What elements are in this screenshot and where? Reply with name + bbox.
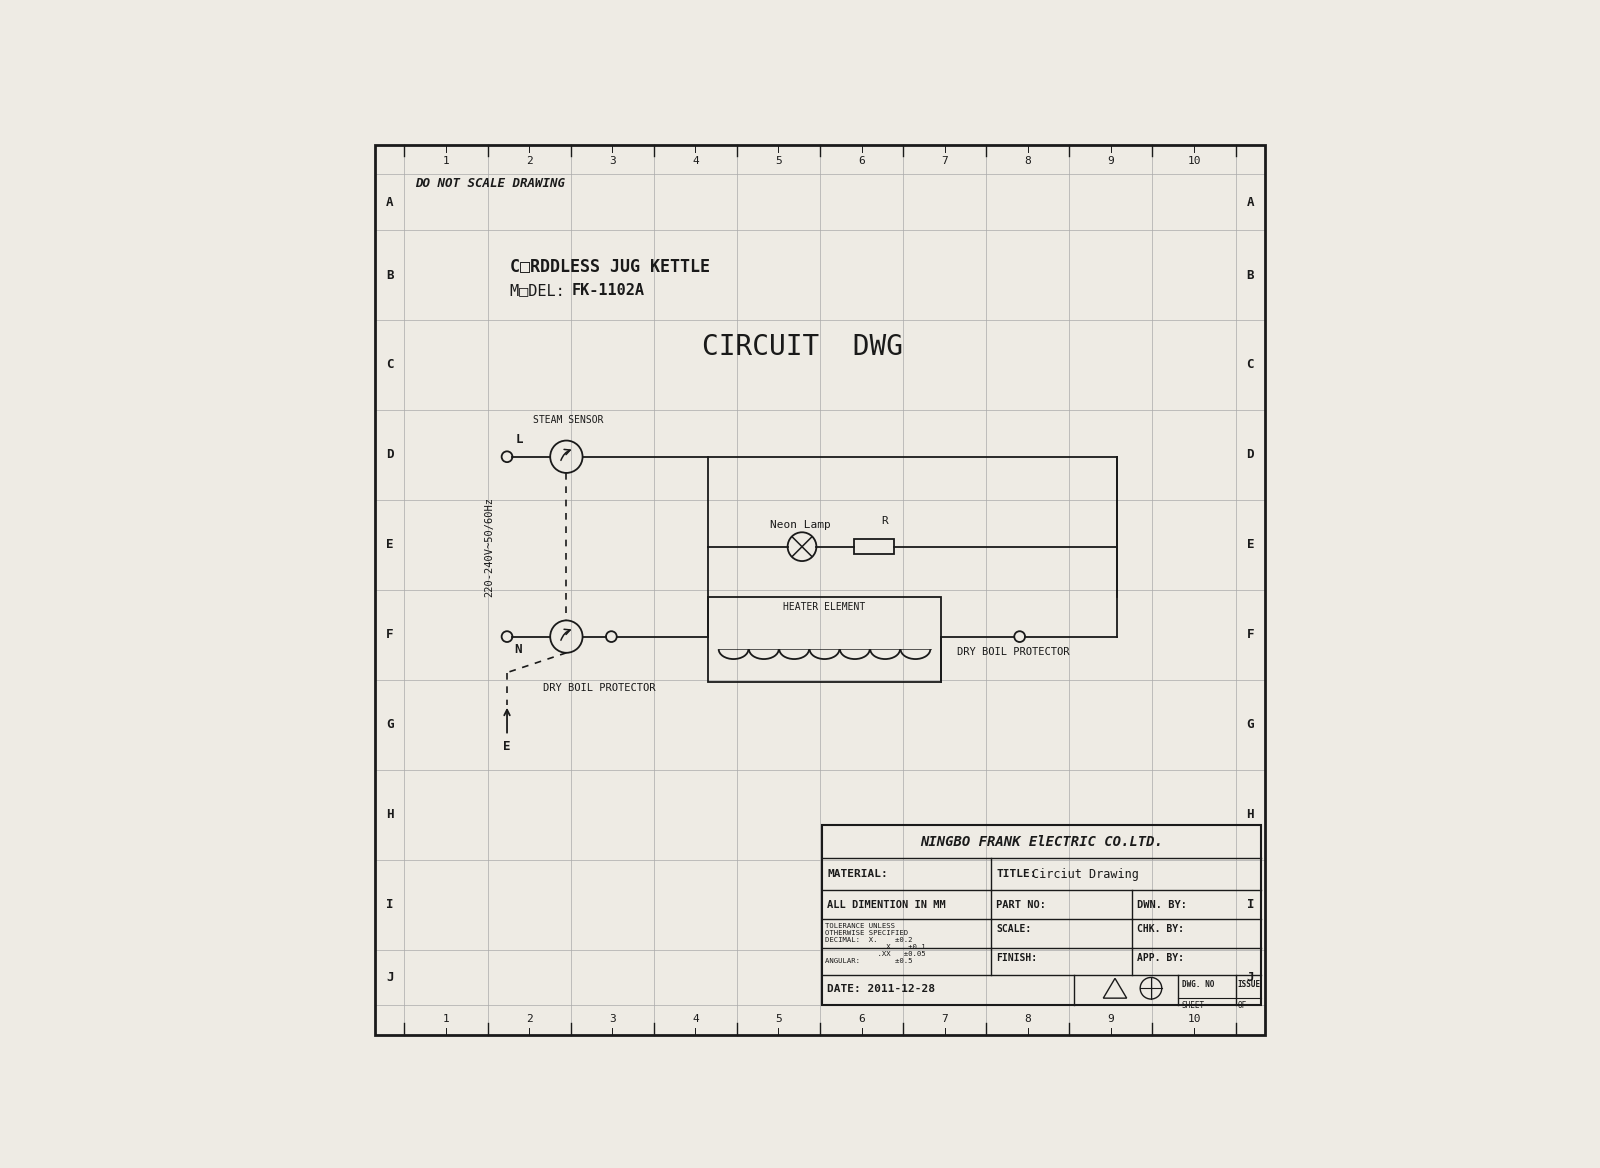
Text: 2: 2	[526, 155, 533, 166]
Text: FK-1102A: FK-1102A	[571, 283, 645, 298]
Text: NINGBO FRANK ElECTRIC CO.LTD.: NINGBO FRANK ElECTRIC CO.LTD.	[920, 835, 1163, 849]
Text: DWG. NO: DWG. NO	[1181, 980, 1214, 989]
Text: APP. BY:: APP. BY:	[1138, 953, 1184, 964]
Text: E: E	[1246, 538, 1254, 551]
Text: 1: 1	[443, 155, 450, 166]
Text: A: A	[386, 196, 394, 209]
Text: 6: 6	[858, 155, 866, 166]
Text: STEAM SENSOR: STEAM SENSOR	[533, 415, 603, 424]
Text: 9: 9	[1107, 1014, 1114, 1024]
Text: CIRCUIT  DWG: CIRCUIT DWG	[701, 333, 902, 361]
Text: C: C	[1246, 359, 1254, 371]
Text: Neon Lamp: Neon Lamp	[770, 520, 830, 530]
Text: H: H	[1246, 808, 1254, 821]
Text: FINISH:: FINISH:	[997, 953, 1037, 964]
Text: 3: 3	[610, 1014, 616, 1024]
Text: PART NO:: PART NO:	[997, 899, 1046, 910]
Text: MATERIAL:: MATERIAL:	[827, 869, 888, 880]
Bar	[854, 538, 894, 555]
Text: Circiut Drawing: Circiut Drawing	[1032, 868, 1139, 881]
Text: CHK. BY:: CHK. BY:	[1138, 924, 1184, 934]
Text: 10: 10	[1187, 155, 1200, 166]
Text: L: L	[517, 433, 523, 446]
Text: 9: 9	[1107, 155, 1114, 166]
Text: F: F	[1246, 628, 1254, 641]
Text: 7: 7	[941, 1014, 949, 1024]
Text: 10: 10	[1187, 1014, 1200, 1024]
Text: J: J	[386, 971, 394, 983]
Text: D: D	[386, 449, 394, 461]
Text: 4: 4	[691, 1014, 699, 1024]
Text: DATE: 2011-12-28: DATE: 2011-12-28	[827, 985, 934, 994]
Text: 6: 6	[858, 1014, 866, 1024]
Text: C: C	[386, 359, 394, 371]
Text: 2: 2	[526, 1014, 533, 1024]
Text: I: I	[1246, 898, 1254, 911]
Text: N: N	[514, 642, 522, 655]
Text: DRY BOIL PROTECTOR: DRY BOIL PROTECTOR	[957, 647, 1069, 656]
Text: I: I	[386, 898, 394, 911]
Text: DRY BOIL PROTECTOR: DRY BOIL PROTECTOR	[542, 682, 656, 693]
Text: ISSUE: ISSUE	[1237, 980, 1261, 989]
Text: D: D	[1246, 449, 1254, 461]
Text: 220-240V~50/60Hz: 220-240V~50/60Hz	[485, 496, 494, 597]
Text: F: F	[386, 628, 394, 641]
Text: J: J	[1246, 971, 1254, 983]
Text: B: B	[386, 269, 394, 281]
Text: OF: OF	[1237, 1001, 1246, 1010]
Text: B: B	[1246, 269, 1254, 281]
Text: C□RDDLESS JUG KETTLE: C□RDDLESS JUG KETTLE	[510, 257, 710, 274]
Text: 1: 1	[443, 1014, 450, 1024]
Text: G: G	[386, 718, 394, 731]
Text: DO NOT SCALE DRAWING: DO NOT SCALE DRAWING	[416, 176, 565, 190]
Text: 4: 4	[691, 155, 699, 166]
Text: A: A	[1246, 196, 1254, 209]
Text: M□DEL:: M□DEL:	[510, 283, 573, 298]
Text: SHEET: SHEET	[1181, 1001, 1205, 1010]
Text: TOLERANCE UNLESS
OTHERWISE SPECIFIED
DECIMAL:  X.    ±0.2
             .X    ±0.: TOLERANCE UNLESS OTHERWISE SPECIFIED DEC…	[826, 923, 926, 964]
Text: H: H	[386, 808, 394, 821]
Text: G: G	[1246, 718, 1254, 731]
Text: DWN. BY:: DWN. BY:	[1138, 899, 1187, 910]
Text: 3: 3	[610, 155, 616, 166]
Text: ALL DIMENTION IN MM: ALL DIMENTION IN MM	[827, 899, 946, 910]
Text: SCALE:: SCALE:	[997, 924, 1032, 934]
Bar	[707, 597, 941, 682]
Bar	[822, 826, 1261, 1006]
Text: 8: 8	[1024, 155, 1030, 166]
Text: 7: 7	[941, 155, 949, 166]
Text: TITLE:: TITLE:	[997, 869, 1037, 880]
Text: 8: 8	[1024, 1014, 1030, 1024]
Text: E: E	[386, 538, 394, 551]
Text: HEATER ELEMENT: HEATER ELEMENT	[784, 602, 866, 612]
Text: 5: 5	[774, 1014, 782, 1024]
Text: E: E	[504, 739, 510, 753]
Text: 5: 5	[774, 155, 782, 166]
Text: R: R	[882, 516, 888, 527]
